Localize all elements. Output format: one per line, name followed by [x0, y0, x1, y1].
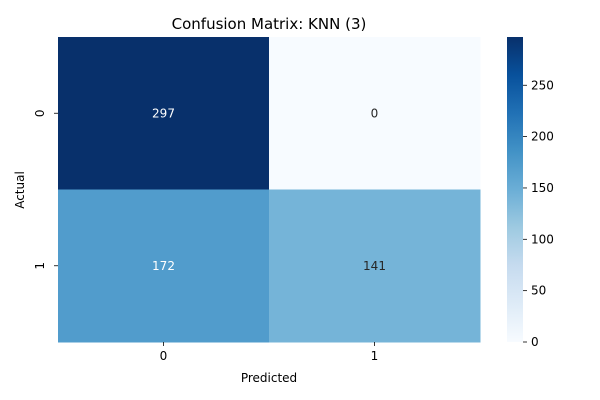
heatmap-cell-0-0 [58, 37, 270, 190]
cell-value-label-0-0: 297 [152, 106, 175, 120]
cell-value-label-1-1: 141 [363, 259, 386, 273]
heatmap-cell-1-1 [269, 189, 481, 343]
x-tick-label: 1 [371, 349, 379, 363]
heatmap-cell-1-0 [58, 189, 270, 343]
cell-value-label-0-1: 0 [371, 106, 379, 120]
colorbar-tick-label: 200 [531, 130, 554, 144]
colorbar-tick-label: 250 [531, 78, 554, 92]
heatmap-cell-0-1 [269, 37, 481, 190]
colorbar-tick-label: 0 [531, 335, 539, 349]
colorbar [507, 37, 523, 342]
x-axis-label: Predicted [241, 371, 297, 385]
colorbar-tick-label: 100 [531, 232, 554, 246]
colorbar-tick-label: 150 [531, 181, 554, 195]
y-axis-ticks: 01 [33, 109, 58, 270]
y-axis-label: Actual [13, 171, 27, 209]
colorbar-tick-label: 50 [531, 284, 546, 298]
chart-title: Confusion Matrix: KNN (3) [172, 15, 367, 33]
colorbar-ticks: 0 50 100 150 200 250 [523, 78, 554, 349]
heatmap-cell-labels: 297 0 172 141 [152, 106, 386, 273]
y-tick-label: 0 [33, 109, 47, 117]
heatmap-cells [58, 37, 481, 343]
y-tick-label: 1 [33, 262, 47, 270]
cell-value-label-1-0: 172 [152, 259, 175, 273]
x-tick-label: 0 [160, 349, 168, 363]
